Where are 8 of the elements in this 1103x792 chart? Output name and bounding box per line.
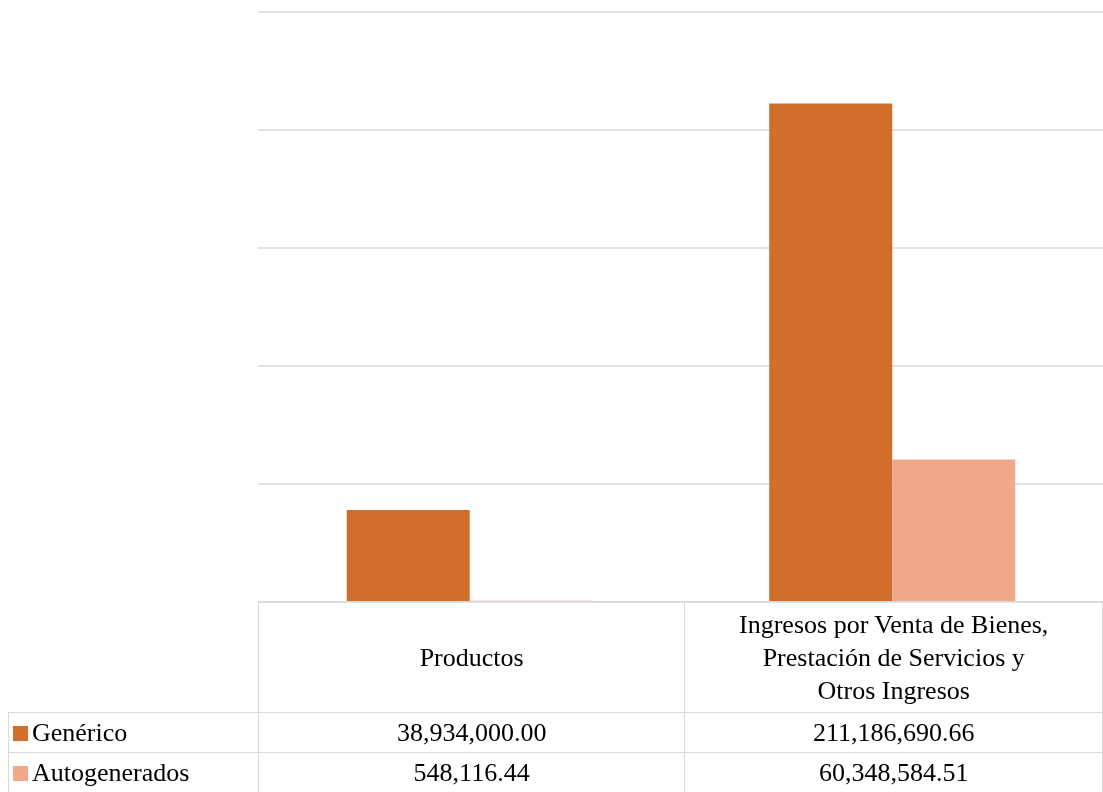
x-tick-label: Ingresos por Venta de Bienes, Prestación de Servicios y Otros Ingresos bbox=[684, 601, 1103, 713]
legend-label: Autogenerados bbox=[8, 752, 259, 792]
data-label: 211,186,690.66 bbox=[684, 712, 1103, 753]
data-label: 60,348,584.51 bbox=[684, 752, 1103, 792]
data-label: 548,116.44 bbox=[258, 752, 685, 792]
legend-label: Genérico bbox=[8, 712, 259, 753]
data-label: 38,934,000.00 bbox=[258, 712, 685, 753]
x-tick-label: Productos bbox=[258, 601, 685, 713]
